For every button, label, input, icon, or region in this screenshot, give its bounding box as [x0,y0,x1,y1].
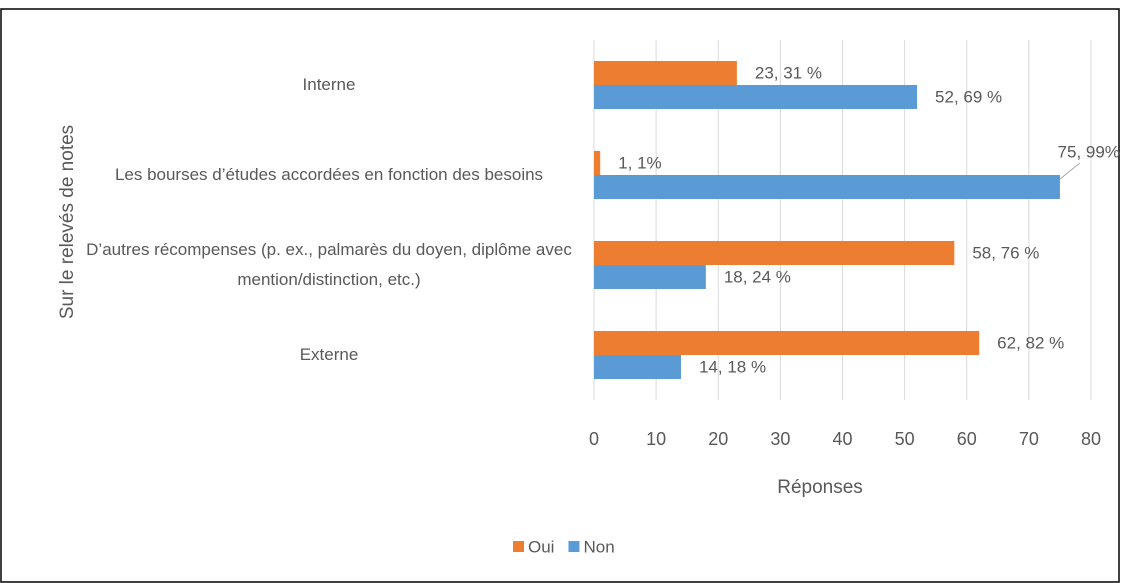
y-tick-label: D’autres récompenses (p. ex., palmarès d… [86,240,572,289]
y-axis-title: Sur le relevés de notes [57,125,78,319]
x-axis-title: Réponses [777,477,863,498]
data-label: 52, 69 % [935,87,1002,106]
legend-swatch [568,541,580,552]
data-label: 14, 18 % [699,357,766,376]
bar [594,175,1060,199]
bar [594,85,918,109]
x-tick-label: 80 [1081,429,1101,449]
x-tick-label: 10 [646,429,666,449]
bar [594,241,955,265]
leader-line [1059,162,1081,180]
data-label: 62, 82 % [997,333,1064,352]
bar [594,331,980,355]
x-tick-label: 40 [832,429,852,449]
y-tick-label: Interne [302,75,356,94]
legend-label: Oui [528,537,554,556]
legend-label: Non [583,537,614,556]
y-tick-label: Les bourses d’études accordées en foncti… [114,165,544,184]
x-tick-label: 30 [770,429,790,449]
data-label: 23, 31 % [755,63,822,82]
data-label: 18, 24 % [724,267,791,286]
x-tick-label: 20 [708,429,728,449]
bar [594,355,681,379]
legend-swatch [513,541,524,552]
bar [594,61,737,85]
data-label: 75, 99% [1058,142,1120,161]
x-tick-label: 50 [895,429,915,449]
bar [594,265,706,289]
x-tick-label: 0 [589,429,599,449]
x-tick-label: 60 [957,429,977,449]
chart-border [0,8,1120,583]
y-tick-label: Externe [299,345,359,364]
x-tick-label: 70 [1019,429,1039,449]
bar [594,151,601,175]
data-label: 58, 76 % [972,243,1039,262]
data-label: 1, 1% [618,153,661,172]
